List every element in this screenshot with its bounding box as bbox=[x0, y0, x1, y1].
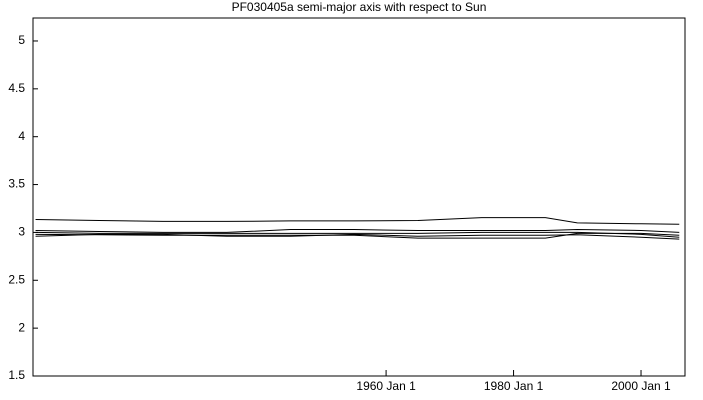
series-line bbox=[35, 232, 680, 239]
series-line bbox=[35, 233, 680, 240]
y-tick-label: 5 bbox=[18, 33, 25, 47]
y-tick-label: 4 bbox=[18, 129, 25, 143]
y-tick-label: 4.5 bbox=[8, 81, 25, 95]
series-line bbox=[35, 231, 680, 238]
y-tick-label: 3 bbox=[18, 225, 25, 239]
chart-title: PF030405a semi-major axis with respect t… bbox=[232, 0, 487, 14]
series-line bbox=[35, 229, 680, 233]
x-tick-label: 1960 Jan 1 bbox=[356, 379, 416, 393]
y-tick-label: 2.5 bbox=[8, 272, 25, 286]
y-tick-label: 2 bbox=[18, 320, 25, 334]
y-tick-label: 1.5 bbox=[8, 368, 25, 382]
y-tick-label: 3.5 bbox=[8, 177, 25, 191]
plot-frame bbox=[32, 17, 686, 377]
series-line bbox=[35, 217, 680, 225]
x-tick-label: 1980 Jan 1 bbox=[484, 379, 544, 393]
x-tick-label: 2000 Jan 1 bbox=[611, 379, 671, 393]
